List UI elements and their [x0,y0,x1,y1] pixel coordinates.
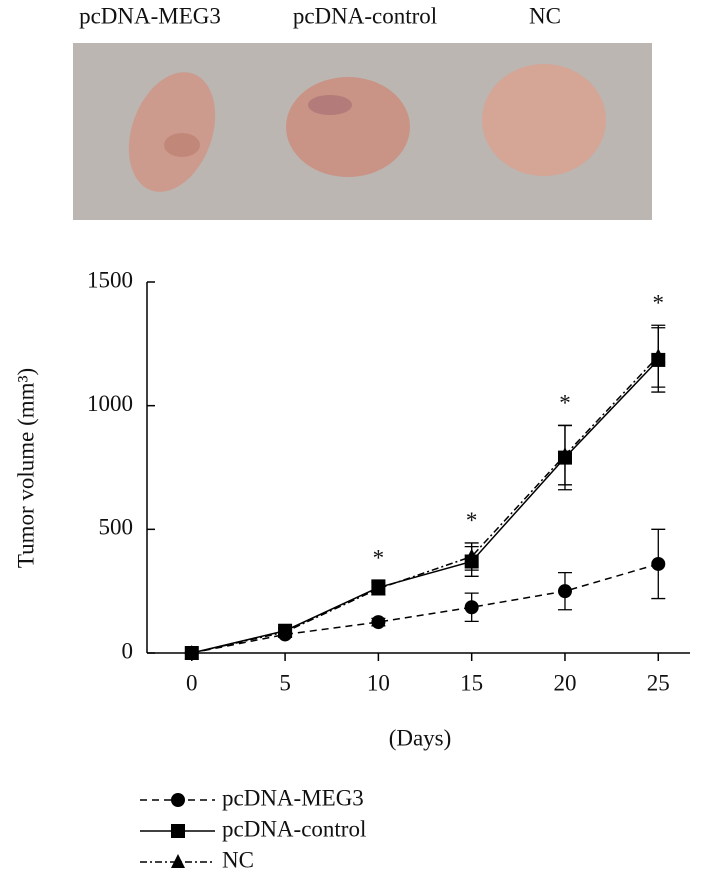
tumor [128,72,216,192]
legend-label: pcDNA-MEG3 [222,785,364,810]
marker [651,348,666,363]
marker [184,645,199,659]
significance-mark: * [466,508,478,533]
x-tick-label: 25 [647,670,670,695]
significance-mark: * [653,291,665,316]
x-axis-label: (Days) [389,725,452,750]
tumor-shade [308,95,352,115]
series-line [191,355,659,654]
y-tick-label: 0 [122,638,134,663]
x-tick-label: 10 [367,670,390,695]
series-line [191,359,659,654]
legend-marker [171,793,185,807]
marker [464,548,479,563]
x-tick-label: 0 [186,670,198,695]
legend-marker [171,824,185,838]
x-tick-label: 5 [279,670,291,695]
legend-label: pcDNA-control [222,816,366,841]
legend-label: NC [222,847,254,872]
tumor [482,64,606,176]
y-tick-label: 1500 [87,267,133,292]
tumor [286,77,410,177]
marker [371,580,386,595]
y-tick-label: 500 [99,515,134,540]
significance-mark: * [559,391,571,416]
tumor-photo [73,43,652,220]
y-axis-label: Tumor volume (mm³) [13,368,38,568]
x-tick-label: 20 [553,670,576,695]
photo-label: NC [529,3,561,28]
legend-marker [171,854,185,868]
tumor-shade [164,133,200,157]
marker [464,600,479,615]
x-tick-label: 15 [460,670,483,695]
marker [557,447,572,462]
marker [371,615,386,630]
y-tick-label: 1000 [87,391,133,416]
significance-mark: * [373,545,385,570]
marker [278,623,293,638]
marker [557,584,572,599]
photo-label: pcDNA-MEG3 [79,3,221,28]
marker [651,556,666,571]
series-line [191,563,659,654]
photo-label: pcDNA-control [293,3,437,28]
